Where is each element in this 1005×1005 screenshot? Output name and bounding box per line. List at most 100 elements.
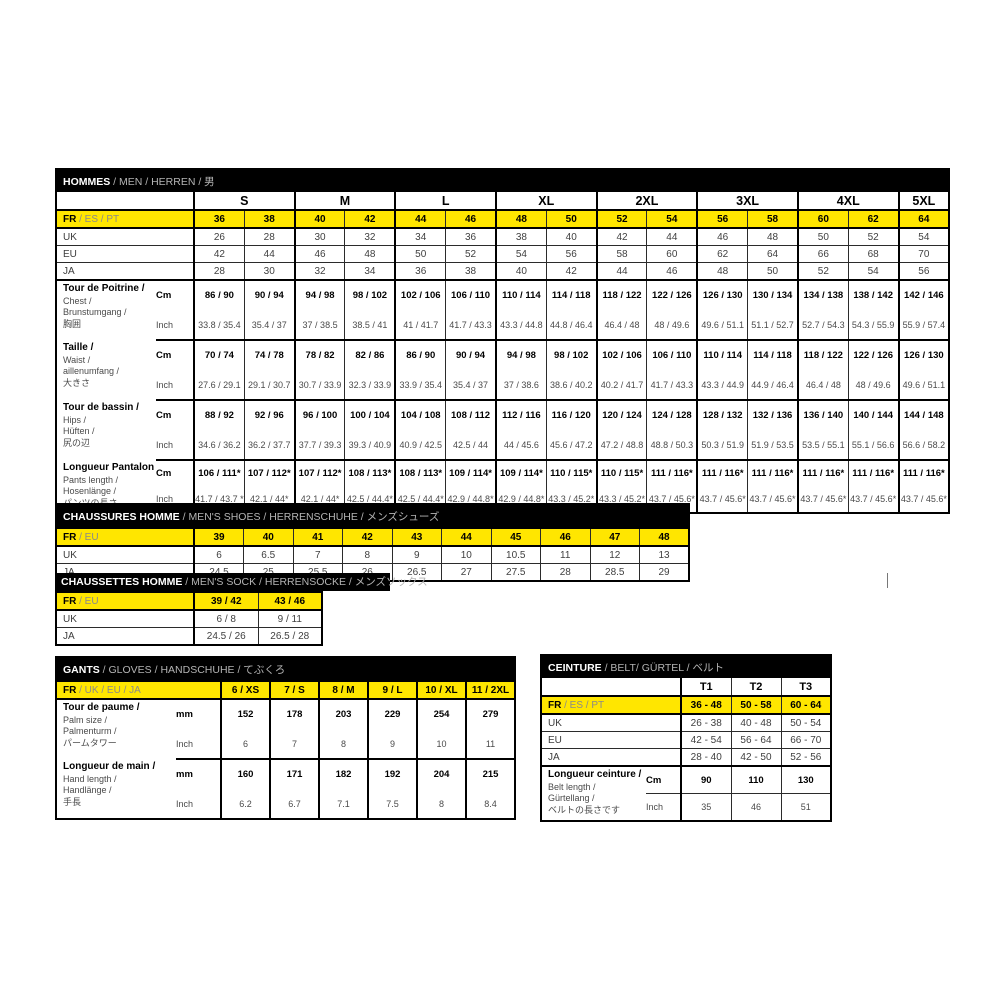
cell: 28 (540, 563, 590, 582)
label-strong: FR (63, 531, 77, 543)
cell: 45.6 / 47.2 (545, 430, 597, 461)
cell: 134 / 138 (796, 280, 849, 310)
cell: 39 (193, 527, 244, 547)
cell: 56 (545, 245, 597, 263)
cell: 140 / 144 (847, 400, 899, 430)
belt-row-fr: FR / ES / PT 36 - 48 50 - 58 60 - 64 (541, 695, 832, 715)
cell: 109 / 114* (445, 460, 496, 487)
cell: 204 (416, 759, 466, 789)
unit-cm: mm (176, 709, 193, 720)
label-line: Chest / (63, 295, 92, 306)
label-line: Hosenlänge / (63, 486, 117, 497)
cell: 88 / 92 (192, 400, 245, 430)
cell: 11 (464, 729, 516, 760)
cell: 28.5 (589, 563, 640, 582)
cell: 10.5 (490, 546, 541, 564)
cell: 29.1 / 30.7 (243, 370, 295, 401)
cell: 6.7 (269, 789, 319, 820)
cell: 70 / 74 (192, 340, 245, 370)
cell: 38 (445, 262, 496, 281)
cell: 54 (847, 262, 899, 281)
cell: 126 / 130 (897, 340, 950, 370)
cell: 34.6 / 36.2 (192, 430, 245, 461)
cell: 29 (639, 563, 690, 582)
label-line: Taille / (63, 342, 94, 353)
cell: 39 / 42 (193, 591, 258, 611)
measurement-row-cm: Longueur ceinture / Belt length / Gürtella… (541, 766, 832, 815)
shoes-row-uk: UK 6 6.5 7 8 9 10 10.5 11 12 13 (56, 546, 690, 564)
cell: 7 (292, 546, 343, 564)
label-strong: GANTS (63, 663, 100, 676)
cell: 50 (545, 209, 597, 229)
cell: 36 (445, 228, 496, 246)
cell: 107 / 112* (293, 460, 345, 487)
cell: 43.7 / 45.6* (796, 486, 849, 514)
cell: 102 / 106 (394, 280, 446, 310)
belt-column-header: T1 (680, 678, 731, 697)
cell: 44 (394, 209, 446, 229)
measurement-row-cm: Tour de paume / Palm size / Palmenturm / パー… (56, 699, 516, 748)
measurement-row-cm: Longueur de main / Hand length / Handlänge… (56, 759, 516, 807)
cell: 124 / 128 (646, 400, 698, 430)
shoes-title-row: CHAUSSURES HOMME / MEN'S SHOES / HERRENS… (56, 504, 690, 528)
cell: 86 / 90 (394, 340, 446, 370)
cell: 30.7 / 33.9 (293, 370, 345, 401)
socks-table-title: CHAUSSETTES HOMME / MEN'S SOCK / HERRENS… (55, 573, 428, 591)
measurement-label: Tour de Poitrine / Chest / Brunstumgang / 胸… (56, 280, 156, 340)
cell: 30 (243, 262, 295, 281)
cell: 27.5 (490, 563, 541, 582)
size-group: S (193, 192, 295, 211)
cell: 41.7 / 43.3 (646, 370, 698, 401)
measurement-label: Longueur Pantalon / Pants length / Hosenlä… (56, 460, 156, 513)
cell: 108 / 113* (394, 460, 446, 487)
cell: 56.6 / 58.2 (897, 430, 950, 461)
hommes-title-row: HOMMES / MEN / HERREN / 男 (56, 169, 950, 192)
label-line: Gürtellang / (548, 793, 595, 804)
cell: 41.7 / 43.3 (445, 310, 496, 341)
belt-t-row: T1 T2 T3 (541, 678, 832, 697)
cell: 66 (796, 245, 849, 263)
cell: 111 / 116* (796, 460, 849, 487)
cell: 50 (796, 228, 849, 246)
cell: 56 - 64 (730, 731, 781, 749)
cell: 6 (220, 729, 270, 760)
cell: 36.2 / 37.7 (243, 430, 295, 461)
cell: 90 / 94 (243, 280, 295, 310)
cell: 6 / 8 (193, 610, 258, 628)
measurement-row-cm: Tour de Poitrine / Chest / Brunstumgang / 胸… (56, 280, 950, 329)
cell: 42 (344, 209, 396, 229)
label-rest: / MEN'S SHOES / HERRENSCHUHE / メンズシューズ (179, 510, 440, 523)
label-line: Pants length / (63, 474, 119, 485)
cell: 10 (416, 729, 466, 760)
unit-inch: Inch (156, 370, 194, 401)
cell: 46 (445, 209, 496, 229)
measurement-row-inch: Inch 34.6 / 36.2 36.2 / 37.7 37.7 / 39.3 39.… (56, 430, 950, 461)
row-label: FR / EU (56, 591, 194, 611)
cell: 108 / 113* (344, 460, 396, 487)
cell: 60 (646, 245, 698, 263)
cell: 51 (780, 793, 832, 822)
cell: 40.2 / 41.7 (595, 370, 647, 401)
cell: 51.1 / 52.7 (747, 310, 798, 341)
cell: 37 / 38.6 (494, 370, 547, 401)
cell: 142 / 146 (897, 280, 950, 310)
label-strong: CHAUSSETTES HOMME (61, 576, 183, 588)
measurement-label: Taille / Waist / aillenumfang / 大きさ (56, 340, 156, 400)
label-strong: FR (63, 684, 77, 696)
measurement-row-cm: Taille / Waist / aillenumfang / 大きさ Cm 70 / 7… (56, 340, 950, 388)
cell: 178 (269, 699, 319, 729)
label-line: 胸囲 (63, 318, 82, 329)
socks-row-fr: FR / EU 39 / 42 43 / 46 (56, 591, 322, 611)
cell: 58 (595, 245, 647, 263)
cell: 58 (747, 209, 798, 229)
cell: 50 (394, 245, 446, 263)
size-group: M (293, 192, 396, 211)
cell: 116 / 120 (545, 400, 597, 430)
label-line: 手長 (63, 796, 82, 807)
cell: 49.6 / 51.1 (696, 310, 748, 341)
cell: 110 / 115* (545, 460, 597, 487)
measurement-row-inch: Inch 6.2 6.7 7.1 7.5 8 8.4 (56, 789, 516, 820)
cell: 50.3 / 51.9 (696, 430, 748, 461)
row-label: UK (56, 228, 194, 246)
